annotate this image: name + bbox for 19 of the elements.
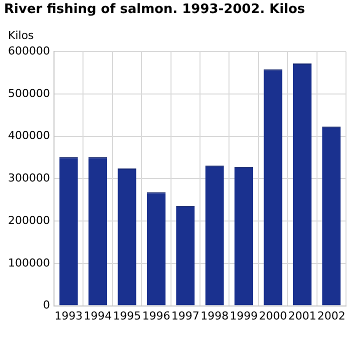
y-tick-label: 0 xyxy=(42,298,50,312)
y-tick-label: 600000 xyxy=(8,44,50,58)
x-tick-label: 2002 xyxy=(317,309,346,322)
x-tick-label: 1999 xyxy=(230,309,258,322)
x-tick-label: 1994 xyxy=(84,309,112,322)
y-tick-label: 300000 xyxy=(8,172,50,185)
x-tick-label: 2000 xyxy=(259,309,287,322)
x-tick-label: 2001 xyxy=(288,309,316,322)
x-tick-label: 1995 xyxy=(112,309,141,322)
y-axis-title: Kilos xyxy=(8,28,34,42)
x-tick-label: 1993 xyxy=(54,309,83,322)
chart-title: River fishing of salmon. 1993-2002. Kilos xyxy=(4,2,306,18)
x-tick-label: 1997 xyxy=(171,309,200,322)
y-tick-label: 400000 xyxy=(8,129,50,142)
x-tick-label: 1998 xyxy=(200,309,229,322)
y-tick-label: 500000 xyxy=(8,86,50,100)
y-tick-label: 100000 xyxy=(8,256,50,270)
y-tick-label: 200000 xyxy=(8,214,50,227)
x-tick-label: 1996 xyxy=(142,309,170,322)
